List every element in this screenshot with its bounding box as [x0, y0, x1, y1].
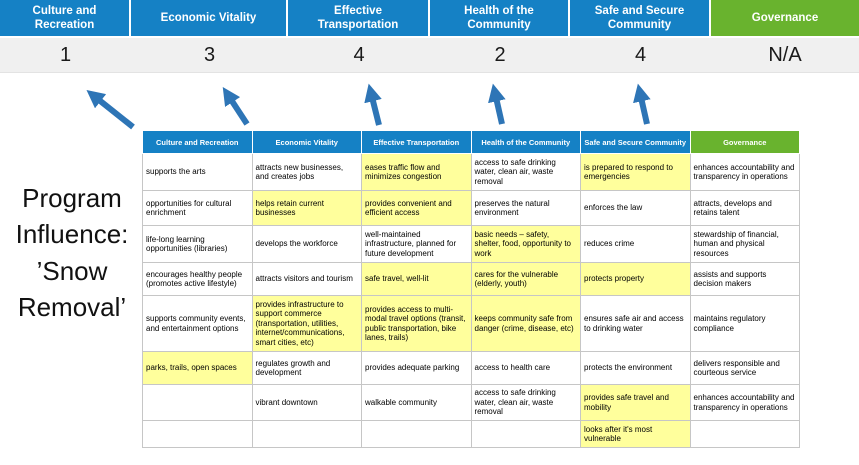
matrix-cell: enhances accountability and transparency… — [689, 153, 800, 191]
banner-category-culture-and-recreation: Culture and Recreation — [0, 0, 131, 38]
matrix-cell: safe travel, well-lit — [361, 262, 472, 296]
matrix-cell: encourages healthy people (promotes acti… — [142, 262, 253, 296]
matrix-cell: delivers responsible and courteous servi… — [689, 351, 800, 385]
matrix-cell: protects the environment — [580, 351, 691, 385]
matrix-cell — [142, 420, 253, 448]
matrix-cell: access to health care — [470, 351, 581, 385]
matrix-cell: provides adequate parking — [361, 351, 472, 385]
matrix-cell: preserves the natural environment — [470, 190, 581, 226]
matrix-cell: protects property — [580, 262, 691, 296]
matrix-cell: enhances accountability and transparency… — [689, 384, 800, 421]
matrix-row-5: supports community events, and entertain… — [142, 295, 800, 352]
banner-category-health-of-the-community: Health of the Community — [430, 0, 570, 38]
matrix-row-1: supports the arts attracts new businesses… — [142, 153, 800, 191]
influence-arrow-economic — [222, 86, 250, 126]
matrix-cell: parks, trails, open spaces — [142, 351, 253, 385]
banner-category-governance: Governance — [711, 0, 859, 38]
matrix-cell: maintains regulatory compliance — [689, 295, 800, 352]
matrix-cell: walkable community — [361, 384, 472, 421]
matrix-cell: provides convenient and efficient access — [361, 190, 472, 226]
matrix-header-health-of-the-community: Health of the Community — [470, 130, 581, 154]
score-band: 1 3 4 2 4 N/A — [0, 38, 859, 73]
matrix-cell: supports community events, and entertain… — [142, 295, 253, 352]
matrix-cell: is prepared to respond to emergencies — [580, 153, 691, 191]
matrix-cell — [142, 384, 253, 421]
influence-arrow-health — [488, 83, 506, 125]
matrix-row-7: vibrant downtown walkable community access… — [142, 384, 800, 421]
matrix-row-3: life-long learning opportunities (librar… — [142, 225, 800, 263]
score-safe-and-secure-community: 4 — [634, 43, 647, 66]
matrix-cell: opportunities for cultural enrichment — [142, 190, 253, 226]
matrix-cell: develops the workforce — [251, 225, 362, 263]
matrix-cell: attracts visitors and tourism — [251, 262, 362, 296]
influence-arrow-transportation — [364, 83, 382, 126]
matrix-cell: well-maintained infrastructure, planned … — [361, 225, 472, 263]
matrix-cell: provides infrastructure to support comme… — [251, 295, 362, 352]
matrix-cell: enforces the law — [580, 190, 691, 226]
matrix-cell: access to safe drinking water, clean air… — [470, 153, 581, 191]
score-governance: N/A — [768, 43, 802, 66]
matrix-cell: assists and supports decision makers — [689, 262, 800, 296]
matrix-cell: reduces crime — [580, 225, 691, 263]
banner-category-economic-vitality: Economic Vitality — [131, 0, 288, 38]
program-influence-label: Program Influence: ’Snow Removal’ — [15, 183, 129, 323]
matrix-body: supports the arts attracts new businesses… — [142, 153, 800, 448]
score-economic-vitality: 3 — [203, 43, 216, 66]
matrix-cell — [251, 420, 362, 448]
matrix-row-8: looks after it's most vulnerable — [142, 420, 800, 448]
matrix-cell: stewardship of financial, human and phys… — [689, 225, 800, 263]
score-health-of-the-community: 2 — [494, 43, 506, 66]
banner-category-safe-and-secure-community: Safe and Secure Community — [570, 0, 711, 38]
banner-category-effective-transportation: Effective Transportation — [288, 0, 430, 38]
matrix-cell: eases traffic flow and minimizes congest… — [361, 153, 472, 191]
matrix-row-2: opportunities for cultural enrichment hel… — [142, 190, 800, 226]
matrix-cell: life-long learning opportunities (librar… — [142, 225, 253, 263]
influence-arrow-safe — [633, 83, 651, 125]
matrix-cell: attracts, develops and retains talent — [689, 190, 800, 226]
matrix-cell: helps retain current businesses — [251, 190, 362, 226]
matrix-header-culture-and-recreation: Culture and Recreation — [142, 130, 253, 154]
score-culture-and-recreation: 1 — [59, 43, 72, 66]
matrix-header-row: Culture and Recreation Economic Vitality E… — [142, 130, 800, 154]
matrix-header-economic-vitality: Economic Vitality — [251, 130, 362, 154]
category-banner: Culture and Recreation Economic Vitality E… — [0, 0, 859, 38]
influence-matrix: Culture and Recreation Economic Vitality E… — [142, 130, 800, 448]
matrix-header-safe-and-secure-community: Safe and Secure Community — [580, 130, 691, 154]
matrix-cell: supports the arts — [142, 153, 253, 191]
matrix-head: Culture and Recreation Economic Vitality E… — [142, 130, 800, 154]
matrix-cell: cares for the vulnerable (elderly, youth… — [470, 262, 581, 296]
matrix-header-effective-transportation: Effective Transportation — [361, 130, 472, 154]
matrix-cell — [470, 420, 581, 448]
matrix-cell: keeps community safe from danger (crime,… — [470, 295, 581, 352]
matrix-cell: ensures safe air and access to drinking … — [580, 295, 691, 352]
matrix-cell: provides access to multi-modal travel op… — [361, 295, 472, 352]
matrix-cell — [361, 420, 472, 448]
matrix-row-4: encourages healthy people (promotes acti… — [142, 262, 800, 296]
matrix-cell: regulates growth and development — [251, 351, 362, 385]
matrix-cell: looks after it's most vulnerable — [580, 420, 691, 448]
score-effective-transportation: 4 — [353, 43, 365, 66]
matrix-cell: attracts new businesses, and creates job… — [251, 153, 362, 191]
matrix-cell: access to safe drinking water, clean air… — [470, 384, 581, 421]
influence-arrow-culture — [86, 90, 135, 130]
matrix-cell: vibrant downtown — [251, 384, 362, 421]
matrix-header-governance: Governance — [689, 130, 800, 154]
matrix-cell — [689, 420, 800, 448]
matrix-cell: provides safe travel and mobility — [580, 384, 691, 421]
matrix-row-6: parks, trails, open spaces regulates grow… — [142, 351, 800, 385]
matrix-cell: basic needs – safety, shelter, food, opp… — [470, 225, 581, 263]
